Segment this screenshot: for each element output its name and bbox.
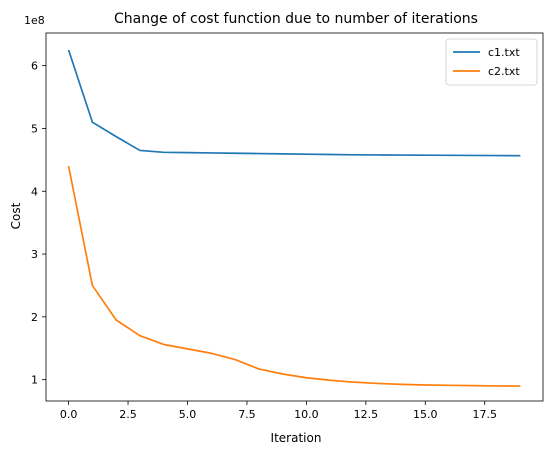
x-tick-label: 2.5	[119, 408, 137, 421]
legend-label-1: c1.txt	[488, 46, 520, 59]
legend: c1.txt c2.txt	[445, 38, 538, 86]
x-tick-label: 5.0	[179, 408, 197, 421]
y-tick-label: 2	[31, 311, 38, 324]
x-tick-label: 15.0	[413, 408, 438, 421]
y-tick-label: 6	[31, 60, 38, 73]
x-tick-label: 0.0	[60, 408, 78, 421]
y-tick-label: 1	[31, 374, 38, 387]
x-tick-label: 7.5	[238, 408, 256, 421]
y-tick-label: 5	[31, 122, 38, 135]
y-scale-label: 1e8	[24, 14, 45, 27]
x-axis-label: Iteration	[271, 431, 322, 445]
y-tick-label: 4	[31, 185, 38, 198]
x-tick-label: 10.0	[294, 408, 319, 421]
legend-box	[445, 38, 538, 86]
y-tick-label: 3	[31, 248, 38, 261]
chart-title: Change of cost function due to number of…	[114, 11, 478, 27]
series-line-2	[67, 165, 521, 387]
series-line-1	[67, 49, 521, 157]
x-tick-label: 17.5	[472, 408, 497, 421]
x-tick-label: 12.5	[354, 408, 379, 421]
plot-frame	[45, 32, 544, 402]
legend-label-2: c2.txt	[488, 65, 520, 78]
y-axis-label: Cost	[9, 202, 23, 229]
